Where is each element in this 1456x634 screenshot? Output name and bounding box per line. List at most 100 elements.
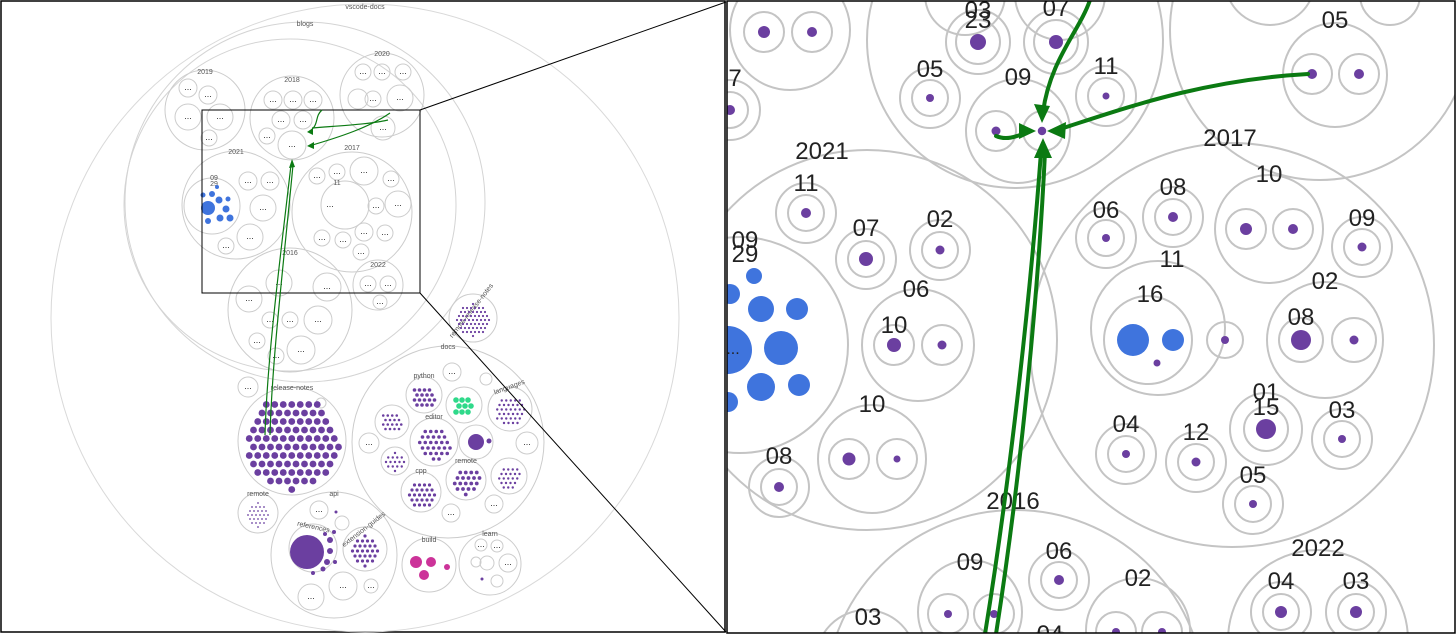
detail-ring[interactable] [1023,9,1089,75]
detail-ring[interactable] [1272,208,1314,250]
detail-ring[interactable] [760,468,798,506]
detail-ring[interactable] [817,404,927,514]
detail-ring[interactable] [873,324,915,366]
node-circle[interactable] [235,285,263,313]
detail-focus-ring[interactable] [965,78,1071,184]
detail-ring[interactable] [1337,593,1375,631]
node-circle[interactable] [442,362,462,382]
detail-2019-ring[interactable] [729,0,851,91]
detail-ring[interactable] [1311,408,1373,470]
teal-circle[interactable] [445,386,483,424]
node-circle[interactable] [354,63,372,81]
detail-ring[interactable] [1095,423,1157,485]
detail-ring[interactable] [1040,561,1078,599]
node-circle[interactable] [358,432,380,454]
detail-ring[interactable] [712,91,749,129]
node-circle[interactable] [380,446,410,476]
detail-ring[interactable] [1359,0,1421,26]
detail-ring[interactable] [945,9,1011,75]
detail-ring[interactable] [1243,406,1289,452]
detail-ring[interactable] [1154,198,1192,236]
detail-ring[interactable] [1331,216,1393,278]
node-circle[interactable] [248,332,266,350]
node-circle[interactable] [376,224,394,242]
detail-ring[interactable] [1020,629,1080,634]
node-circle[interactable] [479,555,495,571]
node-circle[interactable] [308,167,326,185]
node-circle[interactable] [441,503,461,523]
node-circle[interactable] [347,88,369,110]
detail-2020-ring[interactable] [1169,0,1456,181]
detail-ring[interactable] [816,609,916,634]
node-circle[interactable] [386,84,414,112]
year-2021-circle[interactable] [181,150,291,260]
build-circle[interactable] [401,537,457,593]
detail-ring[interactable] [1331,317,1377,363]
node-circle[interactable] [384,190,412,218]
detail-ring[interactable] [955,19,1001,65]
detail-ring[interactable] [1225,208,1267,250]
node-circle[interactable] [334,231,352,249]
languages-circle[interactable] [487,386,533,432]
detail-ring[interactable] [1325,581,1387,634]
detail-2021-ring[interactable] [677,149,1058,531]
api-circle[interactable] [270,491,398,619]
node-circle[interactable] [490,539,504,553]
detail-ring[interactable] [1087,219,1125,257]
node-circle[interactable] [263,90,283,110]
detail-ring[interactable] [835,228,897,290]
detail-ring[interactable] [1107,435,1145,473]
year-2016-circle[interactable] [227,247,353,373]
node-circle[interactable] [236,223,264,251]
node-circle[interactable] [379,275,397,293]
editor-circle[interactable] [409,417,459,467]
detail-ring[interactable] [1338,53,1380,95]
node-circle[interactable] [267,347,285,365]
zoom-window[interactable] [201,109,421,294]
detail-ring[interactable] [911,79,949,117]
release-notes-circle[interactable] [237,386,347,496]
remote-docs-circle[interactable] [445,459,487,501]
detail-2022-ring[interactable] [1227,549,1409,634]
node-circle[interactable] [470,556,482,568]
node-circle[interactable] [498,553,518,573]
detail-2018-ring[interactable] [866,0,1164,189]
detail-ring[interactable] [700,79,761,141]
detail-ring[interactable] [1229,392,1303,466]
node-circle[interactable] [200,129,218,147]
node-circle[interactable] [258,127,276,145]
detail-month-11-ring[interactable] [1090,260,1226,396]
extension-guides-circle[interactable] [342,526,388,572]
detail-ring[interactable] [1214,174,1324,284]
detail-ring[interactable] [1206,321,1244,359]
node-circle[interactable] [484,494,504,514]
node-circle[interactable] [394,63,412,81]
node-circle[interactable] [328,163,346,181]
node-circle[interactable] [354,222,374,242]
detail-ring[interactable] [1250,581,1312,634]
detail-ring[interactable] [861,288,975,402]
node-circle[interactable] [363,578,379,594]
detail-ring[interactable] [1222,473,1284,535]
node-circle[interactable] [238,171,258,191]
detail-ring[interactable] [1085,577,1191,634]
detail-ring[interactable] [917,559,1023,634]
python-circle[interactable] [405,376,443,414]
node-circle[interactable] [373,63,391,81]
detail-day-16-ring[interactable] [1103,295,1193,385]
node-circle[interactable] [174,103,202,131]
detail-ring[interactable] [921,324,963,366]
detail-ring[interactable] [1234,485,1272,523]
cpp-circle[interactable] [400,471,442,513]
detail-ring[interactable] [924,0,1006,36]
node-circle[interactable] [283,90,303,110]
node-circle[interactable] [303,305,333,335]
node-circle[interactable] [458,424,494,460]
node-circle[interactable] [303,90,323,110]
detail-ring[interactable] [1343,228,1381,266]
node-circle[interactable] [297,583,325,611]
detail-month-09-ring[interactable] [632,236,849,454]
learn-circle[interactable] [458,532,522,596]
detail-ring[interactable] [1225,0,1315,26]
node-circle[interactable] [382,170,400,188]
